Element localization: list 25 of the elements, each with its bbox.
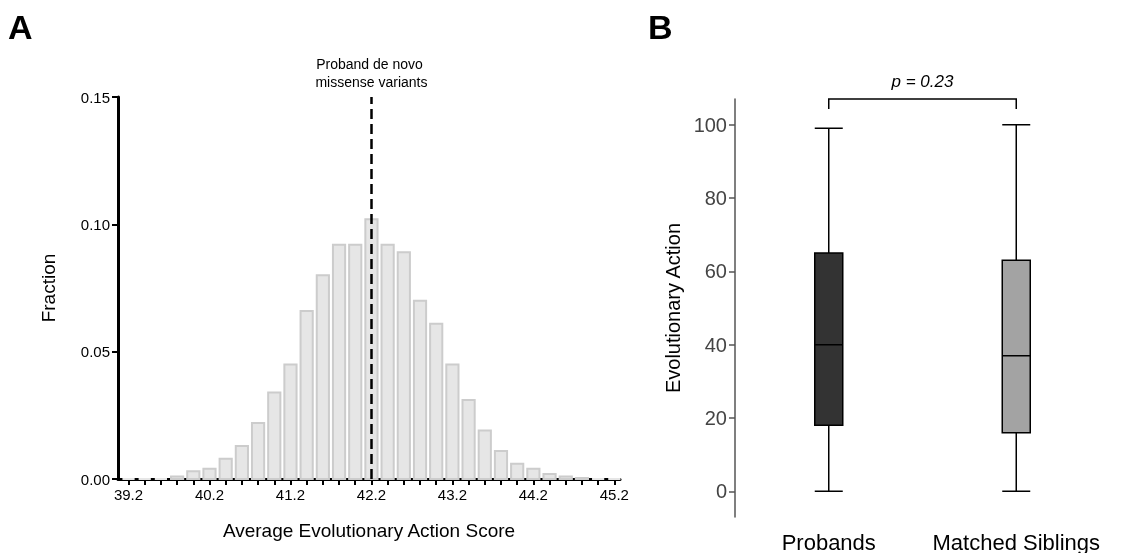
y-axis-title: Fraction: [38, 253, 59, 323]
y-tick-label: 60: [704, 260, 727, 283]
y-tick-label: 0.00: [80, 470, 110, 488]
x-tick-label: 44.2: [518, 486, 548, 503]
text: B: [648, 8, 673, 46]
y-tick-label: 0: [715, 480, 727, 503]
ref-line-label: Proband de novo missense variants: [315, 56, 428, 90]
y-tick-label: 0.10: [80, 215, 110, 233]
x-tick-label: Probands: [781, 529, 876, 553]
text: A: [8, 8, 33, 46]
y-tick-label: 80: [704, 187, 727, 209]
x-tick-label: 45.2: [599, 486, 629, 503]
y-tick-label: 0.15: [80, 88, 110, 106]
x-tick-label: 43.2: [437, 486, 467, 503]
y-tick-label: 0.05: [80, 343, 110, 361]
x-tick-label: 41.2: [275, 486, 306, 503]
text: p = 0.23: [890, 72, 954, 91]
x-tick-label: 42.2: [356, 486, 387, 503]
x-axis-title: Average Evolutionary Action Score: [222, 520, 516, 541]
y-tick-label: 20: [704, 407, 727, 429]
x-tick-label: 39.2: [113, 486, 144, 503]
y-tick-label: 40: [704, 333, 727, 356]
y-axis-title: Evolutionary Action: [661, 222, 684, 394]
y-tick-label: 100: [693, 113, 727, 136]
x-tick-label: 40.2: [194, 486, 225, 503]
